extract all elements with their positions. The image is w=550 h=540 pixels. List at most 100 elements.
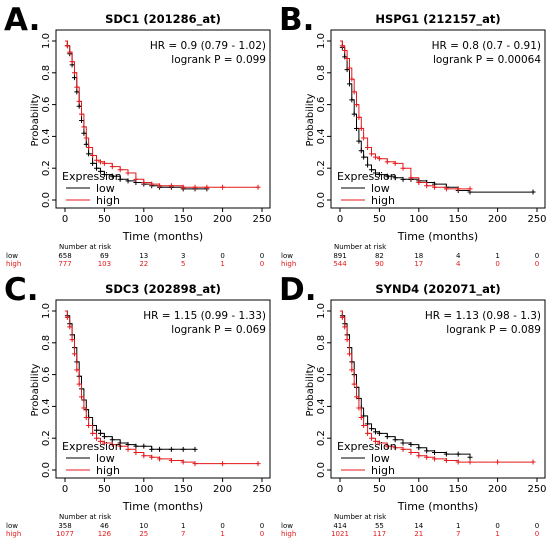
- censor-mark: [81, 405, 87, 411]
- censor-mark: [342, 324, 348, 330]
- y-tick-label: 1.0: [316, 303, 327, 319]
- censor-mark: [416, 180, 422, 186]
- censor-mark: [109, 164, 115, 170]
- risk-count: 0: [220, 522, 224, 530]
- legend-item-high: high: [371, 464, 395, 477]
- censor-mark: [69, 337, 75, 343]
- censor-mark: [354, 125, 360, 131]
- panel-letter: B.: [279, 2, 314, 38]
- censor-mark: [97, 168, 103, 174]
- y-tick-label: 0.0: [316, 192, 327, 208]
- censor-mark: [97, 159, 103, 165]
- legend-item-high: high: [371, 194, 395, 207]
- legend-item-low: low: [96, 182, 115, 195]
- censor-mark: [358, 415, 364, 421]
- censor-mark: [467, 454, 473, 460]
- risk-count: 10: [139, 522, 148, 530]
- censor-mark: [346, 65, 352, 71]
- chart-panel-3: C. SDC3 (202898_at) 0.0 0.2 0.4 0.6 0.8 1.0 0 50 1…: [4, 272, 272, 538]
- censor-mark: [76, 98, 82, 104]
- risk-count: 4: [456, 260, 461, 268]
- x-tick-label: 150: [174, 214, 193, 225]
- y-tick-label: 0.8: [41, 335, 52, 351]
- y-tick-label: 0.2: [316, 430, 327, 446]
- y-tick-label: 1.0: [41, 303, 52, 319]
- x-tick-label: 100: [134, 214, 153, 225]
- censor-mark: [443, 457, 449, 463]
- risk-count: 103: [98, 260, 111, 268]
- censor-mark: [369, 151, 375, 157]
- censor-mark: [180, 184, 186, 190]
- censor-mark: [141, 453, 147, 459]
- censor-mark: [443, 186, 449, 192]
- censor-mark: [424, 454, 430, 460]
- risk-count: 414: [333, 522, 347, 530]
- censor-mark: [109, 437, 115, 443]
- legend-item-high: high: [96, 194, 120, 207]
- censor-mark: [64, 43, 70, 49]
- censor-mark: [101, 160, 107, 166]
- censor-mark: [372, 170, 378, 176]
- censor-mark: [133, 443, 139, 449]
- censor-mark: [376, 172, 382, 178]
- censor-mark: [384, 173, 390, 179]
- censor-mark: [376, 430, 382, 436]
- censor-mark: [109, 442, 115, 448]
- censor-mark: [204, 184, 210, 190]
- chart-title: SDC3 (202898_at): [105, 282, 221, 297]
- censor-mark: [372, 154, 378, 160]
- risk-count: 658: [58, 252, 71, 260]
- y-axis-label: Probability: [305, 363, 316, 416]
- censor-mark: [133, 176, 139, 182]
- censor-mark: [339, 43, 345, 49]
- risk-count: 0: [535, 522, 539, 530]
- risk-row-label: high: [6, 260, 21, 268]
- x-tick-label: 150: [174, 484, 193, 495]
- y-tick-label: 0.4: [41, 398, 52, 414]
- censor-mark: [369, 167, 375, 173]
- risk-row-label: low: [6, 522, 18, 530]
- censor-mark: [90, 430, 96, 436]
- censor-mark: [351, 381, 357, 387]
- censor-mark: [467, 459, 473, 465]
- x-tick-label: 100: [409, 214, 428, 225]
- y-tick-label: 0.4: [316, 128, 327, 144]
- censor-mark: [125, 446, 131, 452]
- censor-mark: [344, 55, 350, 61]
- risk-count: 7: [456, 530, 460, 538]
- risk-count: 21: [414, 530, 423, 538]
- censor-mark: [255, 461, 261, 467]
- plot-frame: [55, 29, 271, 209]
- censor-mark: [117, 167, 123, 173]
- censor-mark: [467, 186, 473, 192]
- y-tick-label: 1.0: [316, 33, 327, 49]
- censor-mark: [392, 437, 398, 443]
- censor-mark: [424, 183, 430, 189]
- censor-mark: [74, 84, 80, 90]
- x-tick-label: 250: [527, 484, 546, 495]
- censor-mark: [349, 76, 355, 82]
- censor-mark: [94, 165, 100, 171]
- y-tick-label: 0.8: [316, 65, 327, 81]
- risk-count: 18: [414, 252, 423, 260]
- x-axis-label: Time (months): [122, 230, 203, 243]
- censor-mark: [192, 446, 198, 452]
- stat-label: HR = 1.15 (0.99 - 1.33): [143, 310, 266, 322]
- risk-count: 544: [333, 260, 347, 268]
- censor-mark: [76, 103, 82, 109]
- censor-mark: [342, 48, 348, 54]
- y-tick-label: 0.6: [41, 367, 52, 383]
- risk-count: 0: [495, 260, 499, 268]
- stat-label: logrank P = 0.069: [171, 324, 266, 336]
- risk-table-title: Number at risk: [59, 513, 112, 521]
- panel-letter: D.: [279, 272, 317, 308]
- x-tick-label: 200: [213, 484, 232, 495]
- censor-mark: [79, 111, 85, 117]
- censor-mark: [79, 394, 85, 400]
- x-tick-label: 150: [449, 484, 468, 495]
- censor-mark: [101, 440, 107, 446]
- censor-mark: [141, 180, 147, 186]
- x-tick-label: 250: [527, 214, 546, 225]
- x-tick-label: 250: [252, 214, 271, 225]
